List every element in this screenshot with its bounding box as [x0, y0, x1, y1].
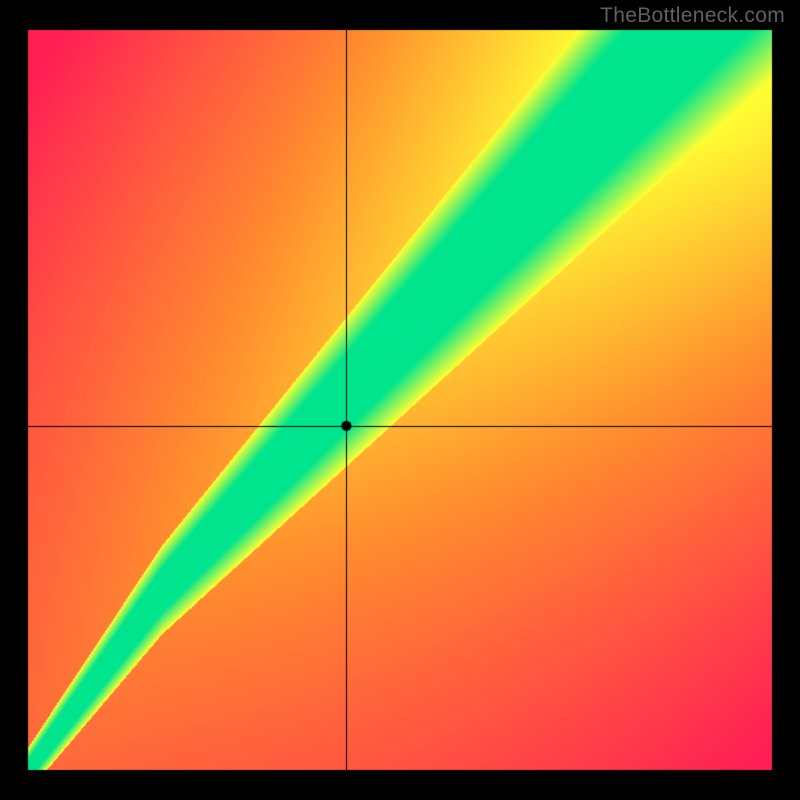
- bottleneck-heatmap: [0, 0, 800, 800]
- chart-container: TheBottleneck.com: [0, 0, 800, 800]
- watermark-text: TheBottleneck.com: [600, 4, 785, 28]
